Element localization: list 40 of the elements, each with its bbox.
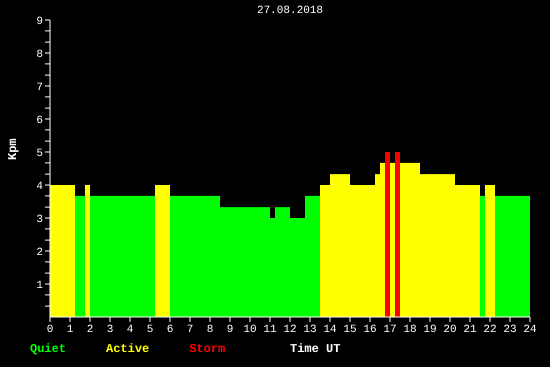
x-tick-label: 5 xyxy=(146,324,154,336)
x-tick-label: 15 xyxy=(343,324,357,336)
y-tick-label: 6 xyxy=(36,114,43,127)
x-tick-label: 10 xyxy=(243,324,257,336)
x-tick-label: 11 xyxy=(263,324,277,336)
x-tick-label: 9 xyxy=(226,324,234,336)
y-axis-title: Kpm xyxy=(6,138,20,160)
y-tick-label: 9 xyxy=(36,16,43,28)
x-tick-label: 8 xyxy=(206,324,214,336)
x-tick-label: 12 xyxy=(283,324,297,336)
x-tick-label: 24 xyxy=(523,324,537,336)
x-tick-label: 19 xyxy=(423,324,437,336)
text: Active xyxy=(106,342,150,356)
text: Quiet xyxy=(30,342,66,356)
x-tick-label: 6 xyxy=(166,324,174,336)
x-tick-label: 7 xyxy=(186,324,194,336)
x-tick-label: 4 xyxy=(126,324,134,336)
x-tick-label: 0 xyxy=(46,324,54,336)
y-tick-label: 5 xyxy=(36,148,43,160)
x-tick-label: 3 xyxy=(106,324,114,336)
y-tick-label: 3 xyxy=(36,214,43,226)
x-tick-label: 14 xyxy=(323,324,337,336)
x-tick-label: 18 xyxy=(403,324,417,336)
y-tick-label: 2 xyxy=(36,246,43,259)
x-tick-label: 1 xyxy=(66,324,74,336)
x-tick-label: 21 xyxy=(463,324,477,336)
x-tick-label: 16 xyxy=(363,324,377,336)
y-tick-label: 4 xyxy=(36,180,44,193)
x-tick-label: 17 xyxy=(383,324,397,336)
x-tick-label: 2 xyxy=(86,324,94,336)
x-tick-label: 13 xyxy=(303,324,317,336)
text: Storm xyxy=(189,342,226,356)
y-tick-label: 7 xyxy=(36,82,43,94)
y-tick-label: 1 xyxy=(36,280,44,292)
x-tick-label: 20 xyxy=(443,324,457,336)
x-axis-title: Time UT xyxy=(290,342,340,356)
chart-title: 27.08.2018 xyxy=(256,5,324,17)
x-tick-label: 23 xyxy=(503,324,517,336)
x-tick-label: 22 xyxy=(483,324,497,336)
y-tick-label: 8 xyxy=(36,48,43,61)
